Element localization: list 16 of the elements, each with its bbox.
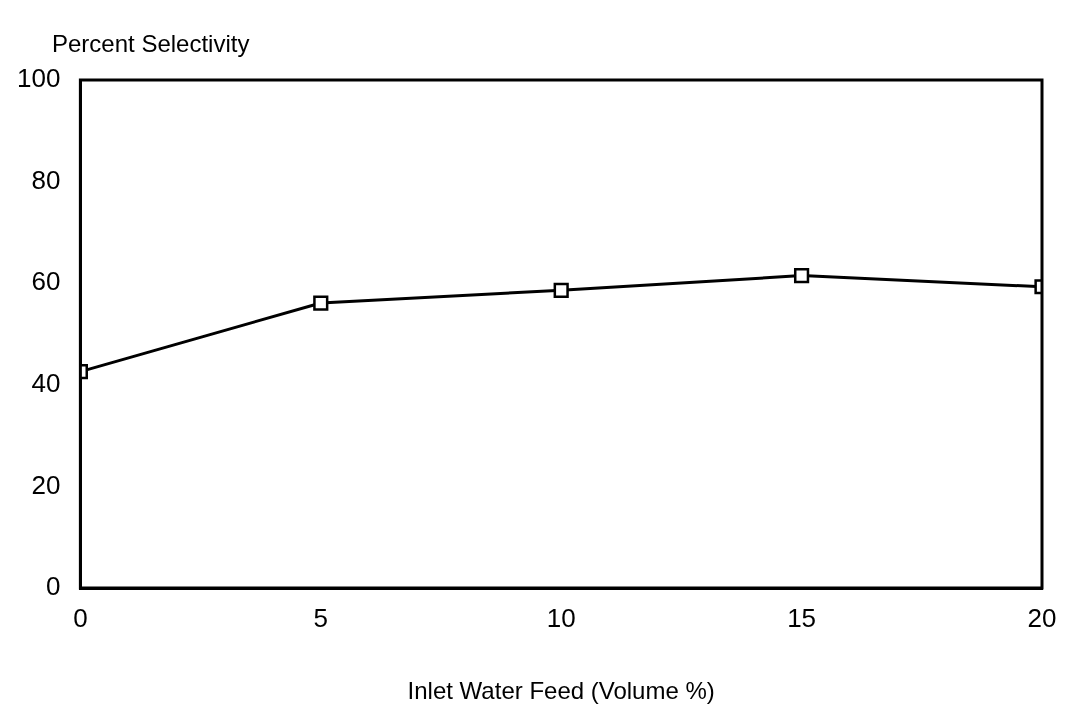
- x-tick-label: 10: [546, 602, 576, 633]
- x-axis-title: Inlet Water Feed (Volume %): [407, 677, 715, 705]
- y-tick-label: 80: [31, 164, 61, 195]
- y-tick-label: 40: [31, 367, 61, 398]
- x-tick-label: 0: [73, 602, 88, 633]
- point: [553, 282, 569, 298]
- point: [793, 267, 810, 284]
- y-tick-label: 100: [16, 63, 61, 94]
- x-tick-label: 15: [787, 602, 817, 633]
- y-tick-label: 60: [31, 266, 61, 297]
- y-tick-label: 20: [31, 469, 61, 500]
- x-tick-label: 5: [313, 602, 329, 633]
- point: [313, 295, 329, 311]
- y-axis-title: Percent Selectivity: [52, 30, 250, 57]
- y-tick-label: 0: [45, 571, 61, 602]
- x-tick-label: 20: [1027, 602, 1057, 633]
